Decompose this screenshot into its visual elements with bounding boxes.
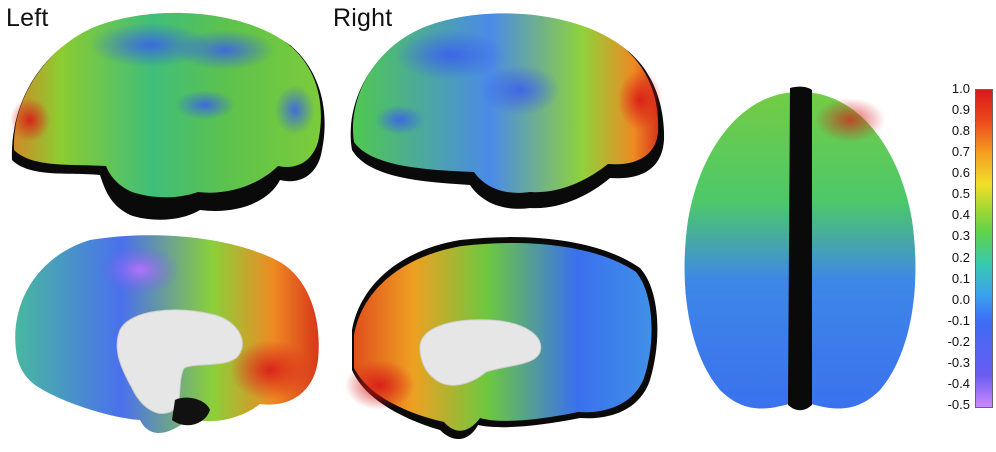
colorbar-tick-label: 0.8	[951, 123, 970, 139]
colorbar-tick-label: 0.5	[951, 186, 970, 202]
colorbar-tick-label: 0.2	[951, 249, 970, 265]
left-medial-view	[15, 235, 319, 433]
dorsal-view	[684, 86, 916, 411]
colorbar-tick-label: -0.5	[947, 397, 970, 412]
left-hemisphere-label: Left	[6, 4, 49, 32]
right-hemisphere-label: Right	[333, 4, 393, 32]
colorbar-tick-label: -0.2	[947, 333, 970, 349]
left-lateral-view	[10, 12, 325, 220]
colorbar-tick-label: 0.1	[951, 270, 970, 286]
colorbar-tick-label: -0.3	[947, 354, 970, 370]
colorbar-tick-label: 0.6	[951, 165, 970, 181]
colorbar-tick-label: 0.9	[951, 102, 970, 118]
right-medial-view	[345, 237, 658, 440]
colorbar-tick-label: -0.4	[947, 375, 970, 391]
colorbar-tick-label: 0.3	[951, 228, 970, 244]
colorbar-tick-label: 1.0	[951, 81, 970, 96]
colorbar-tick-label: 0.0	[951, 291, 970, 307]
colorbar-tick-label: -0.1	[947, 312, 970, 328]
colorbar	[975, 89, 993, 408]
right-lateral-view	[350, 13, 665, 209]
colorbar-tick-label: 0.7	[951, 144, 970, 160]
colorbar-tick-label: 0.4	[951, 207, 970, 223]
